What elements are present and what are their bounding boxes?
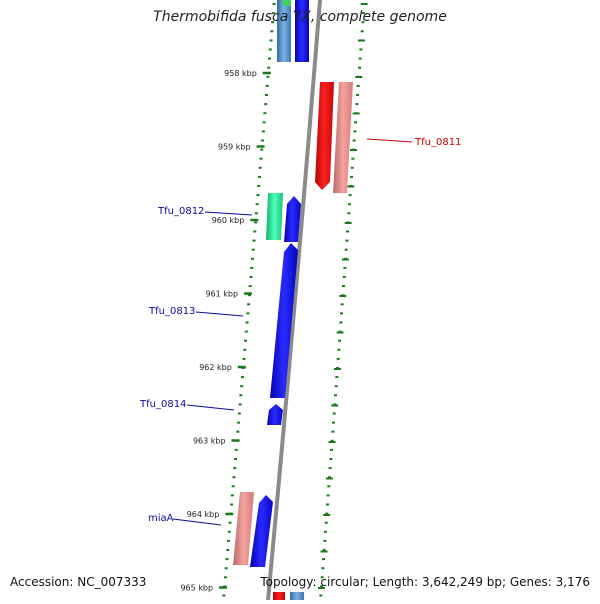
map-title: Thermobifida fusca YX, complete genome — [153, 9, 447, 25]
kbp-tick-label: 963 kbp — [193, 437, 226, 446]
kbp-tick-label: 965 kbp — [180, 584, 213, 593]
gene-tfu-0814[interactable] — [267, 404, 283, 425]
leader-line-miaa — [172, 518, 222, 526]
sequence-backbone — [266, 0, 322, 601]
feature-bottom-red — [273, 592, 285, 600]
gene-labels: Tfu_0811 Tfu_0812 Tfu_0813 Tfu_0814 miaA — [139, 137, 461, 526]
kbp-tick-labels: 958 kbp 959 kbp 960 kbp 961 kbp 962 kbp 963 k… — [180, 69, 271, 593]
left-guide-track — [222, 3, 276, 597]
feature-top-steelblue — [277, 0, 291, 62]
genome-summary-label: Topology: circular; Length: 3,642,249 bp… — [260, 575, 590, 589]
gene-tfu-0812[interactable] — [266, 193, 301, 242]
kbp-tick-label: 962 kbp — [199, 363, 232, 372]
gene-label-tfu-0813[interactable]: Tfu_0813 — [148, 306, 195, 317]
kbp-tick-label: 960 kbp — [212, 216, 245, 225]
kbp-tick-label: 958 kbp — [224, 69, 257, 78]
leader-line-tfu-0814 — [186, 404, 235, 411]
feature-bottom-steelblue — [290, 592, 304, 600]
feature-top-blue — [295, 0, 309, 62]
leader-line-tfu-0813 — [195, 311, 244, 317]
leader-line-tfu-0812 — [204, 211, 253, 216]
kbp-tick-label: 961 kbp — [205, 290, 238, 299]
leader-line-tfu-0811 — [366, 138, 413, 143]
gene-label-tfu-0811[interactable]: Tfu_0811 — [414, 137, 461, 148]
gene-label-tfu-0814[interactable]: Tfu_0814 — [139, 399, 186, 410]
kbp-tick-label: 959 kbp — [218, 143, 251, 152]
gene-tfu-0811[interactable] — [315, 82, 353, 193]
accession-label: Accession: NC_007333 — [10, 575, 147, 589]
gene-tfu-0813[interactable] — [270, 243, 298, 398]
right-guide-track — [317, 3, 368, 597]
gene-miaa[interactable] — [233, 492, 273, 567]
kbp-tick-label: 964 kbp — [187, 510, 220, 519]
gene-label-tfu-0812[interactable]: Tfu_0812 — [157, 206, 204, 217]
gene-label-miaa[interactable]: miaA — [148, 513, 174, 524]
feature-top-green — [283, 0, 291, 6]
